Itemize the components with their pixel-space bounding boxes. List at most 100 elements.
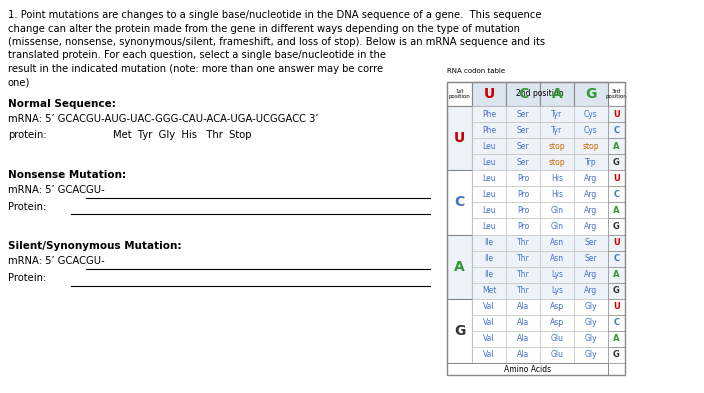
Bar [574, 347, 608, 363]
Text: Lys: Lys [551, 286, 563, 295]
Text: Gly: Gly [585, 302, 597, 311]
Text: Thr: Thr [517, 286, 529, 295]
Text: Silent/Synonymous Mutation:: Silent/Synonymous Mutation: [8, 241, 182, 251]
Bar [540, 283, 574, 299]
Text: Gly: Gly [585, 351, 597, 360]
Bar [447, 170, 472, 235]
Bar [608, 235, 625, 251]
Text: G: G [454, 324, 465, 338]
Text: Ile: Ile [484, 270, 494, 279]
Text: Ser: Ser [585, 238, 597, 247]
Text: Met  Tyr  Gly  His   Thr  Stop: Met Tyr Gly His Thr Stop [113, 130, 251, 140]
Bar [540, 186, 574, 202]
Text: Pro: Pro [517, 190, 529, 199]
Bar [574, 299, 608, 315]
Bar [540, 315, 574, 331]
Bar [540, 251, 574, 266]
Text: Pro: Pro [517, 222, 529, 231]
Bar [506, 347, 540, 363]
Bar [574, 186, 608, 202]
Text: Leu: Leu [482, 190, 496, 199]
Bar [574, 154, 608, 170]
Text: Arg: Arg [584, 206, 598, 215]
Text: Thr: Thr [517, 254, 529, 263]
Bar [506, 154, 540, 170]
Bar [472, 170, 506, 186]
Bar [540, 331, 574, 347]
Bar [472, 347, 506, 363]
Bar [574, 331, 608, 347]
Bar [574, 251, 608, 266]
Text: Ser: Ser [585, 254, 597, 263]
Text: Amino Acids: Amino Acids [504, 364, 551, 373]
Text: His: His [551, 190, 563, 199]
Text: 2nd position: 2nd position [516, 90, 564, 99]
Text: Glu: Glu [551, 334, 563, 343]
Bar [608, 170, 625, 186]
Text: stop: stop [548, 141, 565, 151]
Bar [608, 186, 625, 202]
Bar [574, 315, 608, 331]
Text: (missense, nonsense, synonymous/silent, frameshift, and loss of stop). Below is : (missense, nonsense, synonymous/silent, … [8, 37, 545, 47]
Bar [540, 266, 574, 283]
Text: C: C [518, 87, 528, 101]
Text: A: A [613, 270, 620, 279]
Bar [574, 106, 608, 122]
Bar [608, 82, 625, 106]
Text: Leu: Leu [482, 174, 496, 183]
Bar [608, 266, 625, 283]
Text: Ile: Ile [484, 254, 494, 263]
Text: G: G [613, 351, 620, 360]
Text: Ser: Ser [517, 158, 529, 167]
Text: stop: stop [548, 158, 565, 167]
Text: Arg: Arg [584, 222, 598, 231]
Bar [472, 82, 506, 106]
Bar [574, 219, 608, 235]
Text: Gly: Gly [585, 318, 597, 327]
Bar [472, 154, 506, 170]
Bar [506, 315, 540, 331]
Text: Pro: Pro [517, 206, 529, 215]
Text: A: A [613, 206, 620, 215]
Bar [574, 266, 608, 283]
Bar [608, 251, 625, 266]
Bar [540, 82, 574, 106]
Text: A: A [552, 87, 562, 101]
Text: RNA codon table: RNA codon table [447, 68, 505, 74]
Bar [447, 299, 472, 363]
Bar [540, 170, 574, 186]
Bar [472, 299, 506, 315]
Text: Val: Val [483, 302, 495, 311]
Text: stop: stop [583, 141, 599, 151]
Text: translated protein. For each question, select a single base/nucleotide in the: translated protein. For each question, s… [8, 50, 386, 61]
Bar [540, 219, 574, 235]
Bar [472, 266, 506, 283]
Text: U: U [613, 238, 620, 247]
Text: Cys: Cys [584, 126, 598, 134]
Bar [472, 82, 608, 106]
Bar [506, 299, 540, 315]
Text: Protein:: Protein: [8, 202, 46, 211]
Text: Arg: Arg [584, 286, 598, 295]
Bar [447, 363, 608, 375]
Text: Arg: Arg [584, 270, 598, 279]
Bar [506, 202, 540, 219]
Text: Ala: Ala [517, 318, 529, 327]
Text: mRNA: 5’ GCACGU-: mRNA: 5’ GCACGU- [8, 257, 105, 266]
Text: Ala: Ala [517, 334, 529, 343]
Text: U: U [613, 302, 620, 311]
Bar [447, 82, 625, 375]
Bar [506, 186, 540, 202]
Text: Gln: Gln [551, 206, 563, 215]
Bar [447, 82, 472, 106]
Bar [540, 122, 574, 138]
Bar [540, 106, 574, 122]
Text: U: U [613, 110, 620, 119]
Bar [506, 122, 540, 138]
Text: Tyr: Tyr [551, 110, 562, 119]
Text: G: G [613, 286, 620, 295]
Bar [472, 138, 506, 154]
Text: A: A [613, 334, 620, 343]
Text: one): one) [8, 77, 30, 88]
Text: Ala: Ala [517, 351, 529, 360]
